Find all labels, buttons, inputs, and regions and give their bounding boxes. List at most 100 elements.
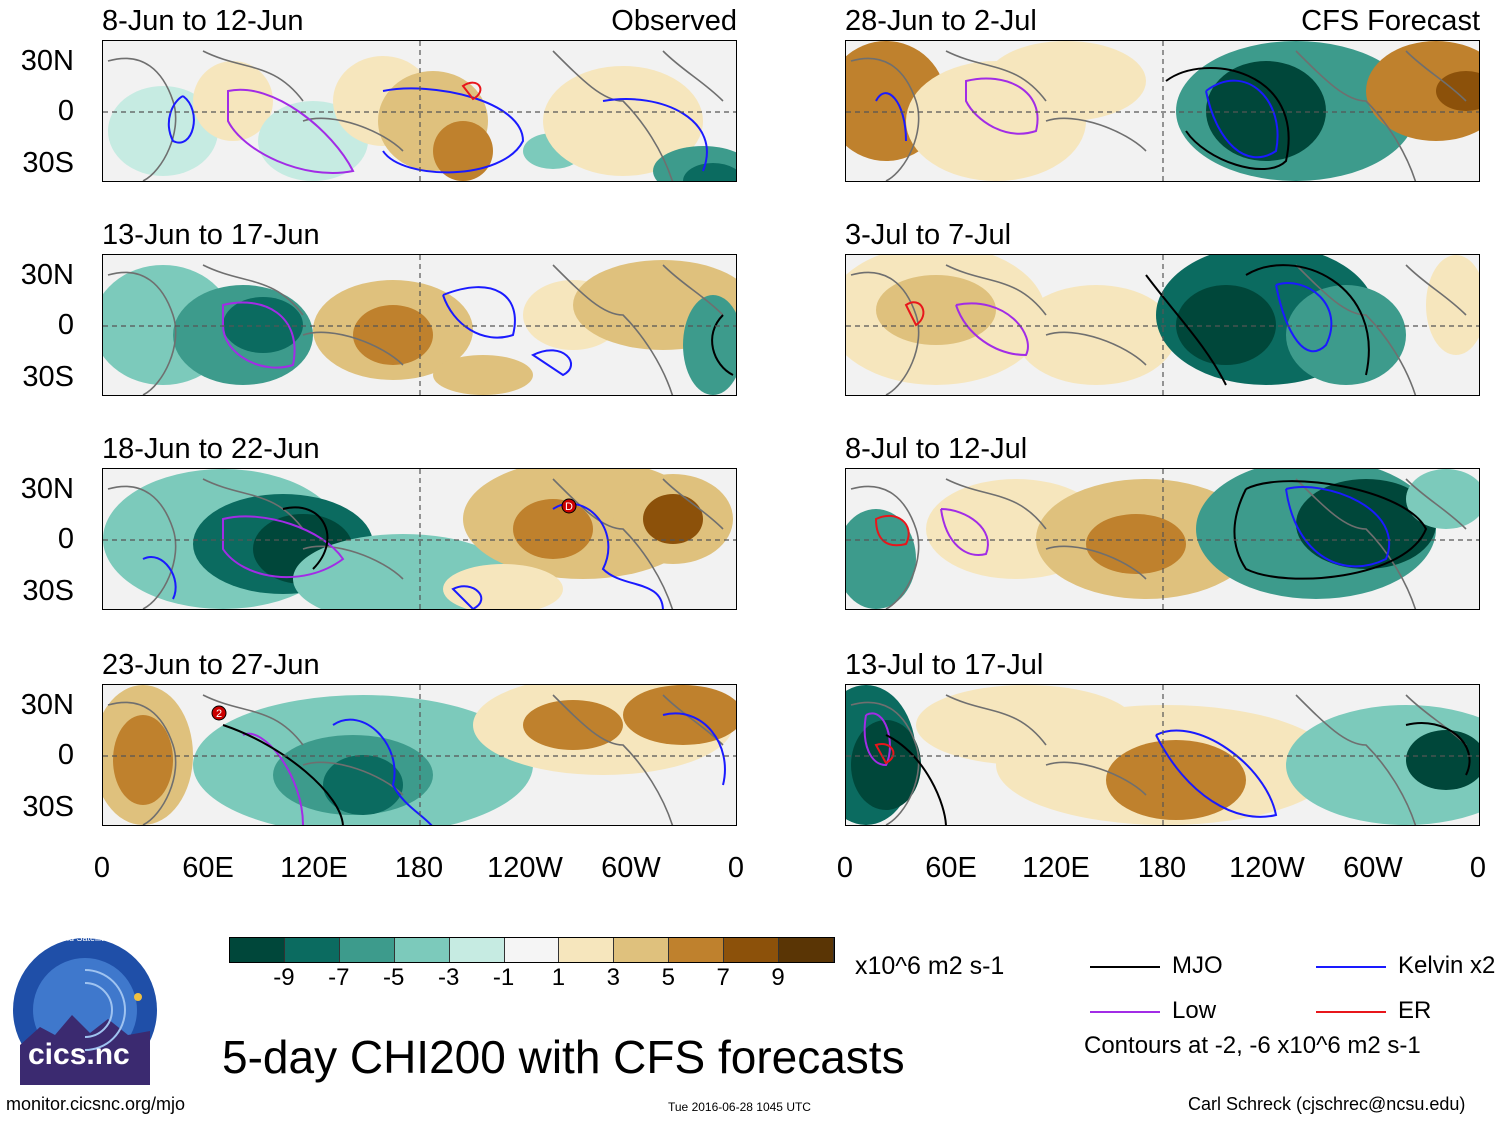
colorbar-tick-label: 1	[551, 964, 566, 991]
panel-period-label: 8-Jul to 12-Jul	[845, 433, 1028, 465]
anomaly-region	[1016, 285, 1176, 385]
map-panel-plot	[846, 685, 1479, 825]
storm-marker-label: 2	[216, 708, 222, 720]
lon-tick-label: 120E	[280, 852, 348, 884]
panel-period-label: 13-Jun to 17-Jun	[102, 219, 320, 251]
map-panel-plot	[846, 255, 1479, 395]
footer-author[interactable]: Carl Schreck (cjschrec@ncsu.edu)	[1188, 1094, 1466, 1114]
legend-line-swatch	[1090, 1011, 1160, 1013]
map-panel	[102, 40, 737, 182]
map-panel	[845, 468, 1480, 610]
colorbar-tick-label: -7	[328, 964, 350, 991]
lat-tick-label: 0	[57, 95, 74, 127]
colorbar-tick-label: -9	[273, 964, 295, 991]
lon-tick-label: 0	[1469, 852, 1487, 884]
lat-tick-label: 0	[57, 739, 74, 771]
colorbar-tick-label: -3	[437, 964, 460, 991]
lat-tick-label: 30S	[22, 791, 74, 823]
colorbar	[229, 937, 835, 963]
anomaly-region	[513, 499, 593, 559]
map-panel: 2	[102, 684, 737, 826]
anomaly-region	[433, 355, 533, 395]
map-panel-plot	[846, 469, 1479, 609]
observed-label: Observed	[611, 5, 737, 37]
logo-text: cics.nc	[28, 1038, 130, 1071]
anomaly-region	[1366, 41, 1479, 141]
anomaly-region	[353, 305, 433, 365]
anomaly-region	[876, 275, 996, 345]
anomaly-region	[1206, 61, 1326, 161]
storm-marker	[211, 705, 227, 721]
anomaly-region	[683, 163, 736, 181]
lat-tick-label: 30S	[22, 147, 74, 179]
anomaly-region	[1286, 285, 1406, 385]
anomaly-region	[193, 61, 273, 141]
lat-tick-label: 0	[57, 523, 74, 555]
panel-period-label: 8-Jun to 12-Jun	[102, 5, 304, 37]
lat-tick-label: 30S	[22, 361, 74, 393]
colorbar-swatch	[339, 938, 395, 962]
anomaly-region	[113, 715, 173, 805]
map-panel-plot	[103, 41, 736, 181]
footer-url[interactable]: monitor.cicsnc.org/mjo	[6, 1094, 186, 1114]
legend-label: Low	[1172, 997, 1217, 1024]
colorbar-swatch	[449, 938, 505, 962]
lon-tick-label: 60W	[601, 852, 661, 884]
lon-tick-label: 0	[727, 852, 745, 884]
map-panel-plot: D	[103, 469, 736, 609]
lat-tick-label: 30S	[22, 575, 74, 607]
lat-tick-label: 30N	[20, 689, 74, 721]
anomaly-region	[1406, 469, 1479, 529]
map-panel	[845, 684, 1480, 826]
footer-timestamp: Tue 2016-06-28 1045 UTC	[668, 1100, 811, 1114]
colorbar-swatch	[284, 938, 340, 962]
lon-tick-label: 60E	[925, 852, 977, 884]
anomaly-region	[323, 755, 403, 815]
colorbar-tick-label: 7	[716, 964, 730, 991]
lat-tick-label: 30N	[20, 259, 74, 291]
anomaly-region	[523, 700, 623, 750]
anomaly-region	[623, 685, 736, 745]
anomaly-region	[443, 564, 563, 609]
map-panel-plot: 2	[103, 685, 736, 825]
anomaly-region	[223, 297, 303, 353]
colorbar-swatch	[504, 938, 560, 962]
map-panel-plot	[103, 255, 736, 395]
storm-marker-label: D	[565, 501, 573, 513]
lon-tick-label: 120E	[1022, 852, 1090, 884]
colorbar-swatch	[230, 938, 285, 962]
panel-period-label: 18-Jun to 22-Jun	[102, 433, 320, 465]
colorbar-swatch	[724, 938, 780, 962]
legend-label: MJO	[1172, 952, 1223, 979]
panel-period-label: 3-Jul to 7-Jul	[845, 219, 1012, 251]
anomaly-region	[433, 121, 493, 181]
colorbar-swatch	[394, 938, 450, 962]
colorbar-swatch	[614, 938, 670, 962]
lon-tick-label: 60E	[182, 852, 234, 884]
anomaly-region	[1426, 255, 1479, 355]
legend-label: Kelvin x2	[1398, 952, 1496, 979]
logo-ring-text: Cooperative Institute for Climate and Sa…	[21, 923, 151, 943]
lon-tick-label: 180	[1137, 852, 1187, 884]
anomaly-region	[1406, 730, 1479, 790]
map-panel	[845, 254, 1480, 396]
anomaly-region	[1086, 514, 1186, 574]
anomaly-region	[1296, 479, 1436, 569]
lon-tick-label: 0	[93, 852, 111, 884]
lon-tick-label: 0	[836, 852, 854, 884]
cics-logo-icon	[13, 938, 157, 1085]
colorbar-swatch	[669, 938, 725, 962]
lon-tick-label: 120W	[487, 852, 563, 884]
lon-tick-label: 180	[394, 852, 444, 884]
colorbar-tick-label: 3	[606, 964, 621, 991]
panel-period-label: 13-Jul to 17-Jul	[845, 649, 1044, 681]
colorbar-swatch	[779, 938, 834, 962]
legend-line-swatch	[1316, 1011, 1386, 1013]
anomaly-region	[1176, 285, 1276, 365]
map-panel	[102, 254, 737, 396]
storm-marker	[561, 498, 577, 514]
figure-title: 5-day CHI200 with CFS forecasts	[222, 1031, 905, 1083]
lon-tick-label: 60W	[1343, 852, 1403, 884]
colorbar-tick-label: 5	[661, 964, 675, 991]
legend-label: ER	[1398, 997, 1432, 1024]
